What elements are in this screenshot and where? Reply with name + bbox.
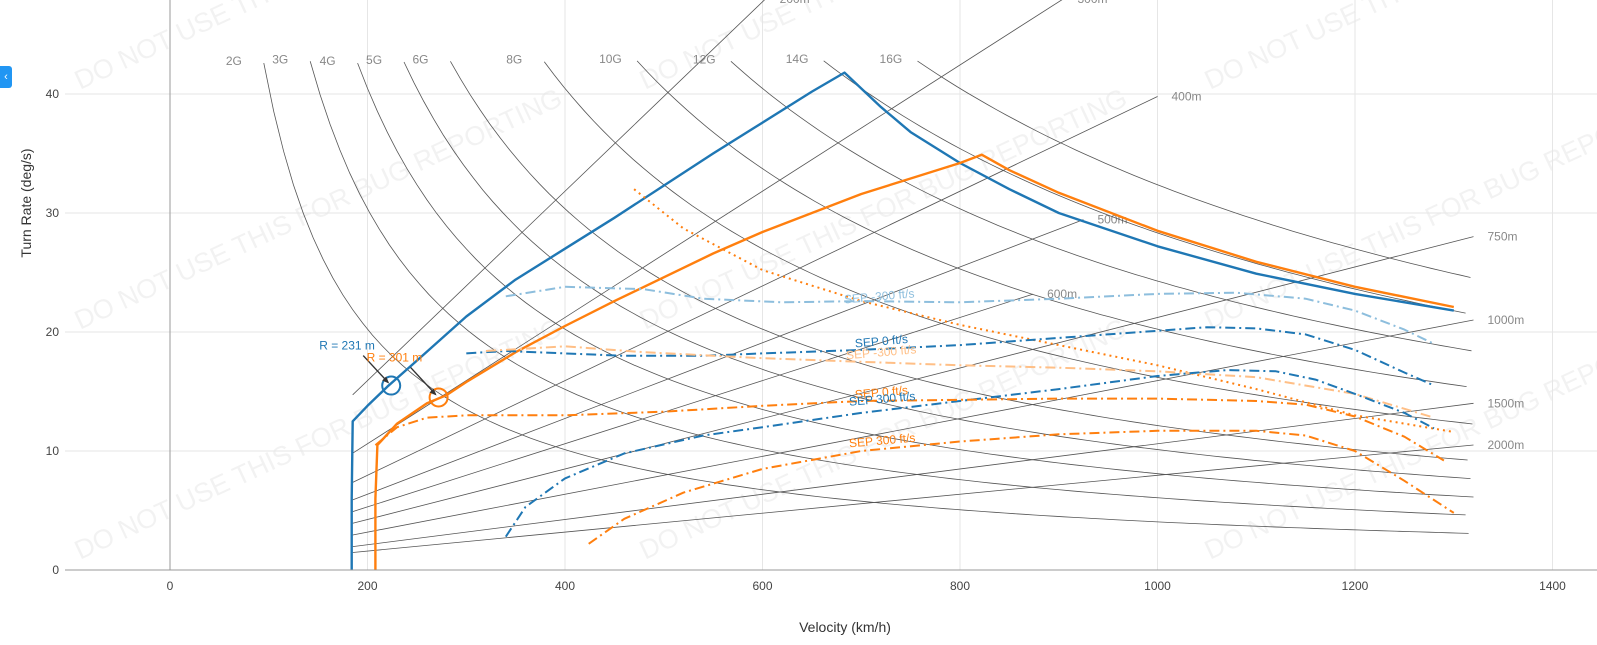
marker-label: R = 301 m	[367, 350, 423, 364]
radius-label: 200m	[780, 0, 810, 6]
g-label: 6G	[412, 52, 428, 66]
g-line	[357, 62, 1474, 498]
g-label: 4G	[320, 54, 336, 68]
radius-label: 1500m	[1488, 396, 1525, 410]
sep-label: SEP 300 ft/s	[848, 389, 915, 409]
g-line	[543, 61, 1473, 425]
sep-label: SEP 300 ft/s	[848, 431, 915, 451]
radius-line	[352, 319, 1474, 536]
g-line	[636, 60, 1467, 387]
sep-label: SEP -300 ft/s	[844, 286, 915, 306]
x-tick-label: 600	[752, 579, 772, 593]
radius-label: 750m	[1488, 230, 1518, 244]
y-tick-label: 10	[46, 444, 60, 458]
radius-line	[352, 293, 1034, 512]
series-line	[633, 188, 1454, 433]
y-tick-label: 40	[46, 87, 60, 101]
y-axis-title: Turn Rate (deg/s)	[18, 148, 34, 257]
radius-line	[352, 0, 1063, 454]
g-label: 2G	[226, 54, 242, 68]
watermark-text: DO NOT USE THIS FOR BUG REPORTING	[70, 0, 567, 95]
series-line	[374, 153, 1455, 570]
watermark-text: DO NOT USE THIS FOR BUG REPORTING	[1200, 0, 1597, 95]
series-line	[466, 326, 1435, 387]
x-tick-label: 0	[167, 579, 174, 593]
marker-arrowhead	[382, 376, 390, 384]
axes: 0 200 400 600 800 1000 1200 1400 0 10 20 30 40	[46, 0, 1597, 593]
radius-marker	[428, 387, 449, 408]
guide-lines: 200m300m400m500m600m750m1000m1500m2000m2…	[226, 0, 1525, 553]
series-layer	[350, 71, 1455, 570]
series-line	[588, 429, 1455, 545]
radius-line	[352, 0, 765, 396]
marker-arrow	[410, 366, 437, 395]
radius-line	[352, 219, 1084, 501]
g-label: 10G	[599, 52, 622, 66]
x-axis-title: Velocity (km/h)	[799, 619, 891, 635]
g-line	[730, 61, 1472, 352]
g-label: 8G	[506, 53, 522, 67]
watermark-text: DO NOT USE THIS FOR BUG REPORTING	[1200, 83, 1597, 336]
x-tick-label: 1000	[1144, 579, 1171, 593]
x-tick-label: 200	[357, 579, 377, 593]
series-line	[374, 397, 1445, 462]
g-line	[263, 63, 1469, 534]
g-label: 12G	[693, 52, 716, 66]
y-tick-label: 20	[46, 325, 60, 339]
x-tick-label: 1200	[1342, 579, 1369, 593]
series-line	[504, 369, 1435, 538]
radius-marker	[381, 375, 402, 396]
radius-label: 2000m	[1488, 438, 1525, 452]
g-line	[917, 60, 1471, 278]
sep-label: SEP 0 ft/s	[854, 383, 908, 402]
g-label: 3G	[272, 52, 288, 66]
g-line	[309, 61, 1466, 516]
series-line	[505, 285, 1435, 345]
radius-label: 1000m	[1488, 313, 1525, 327]
x-tick-label: 400	[555, 579, 575, 593]
marker-label: R = 231 m	[319, 339, 375, 353]
watermark-text: DO NOT USE THIS FOR BUG REPORTING	[635, 0, 1132, 95]
sep-label: SEP -300 ft/s	[845, 342, 916, 362]
g-label: 14G	[786, 52, 809, 66]
series-line	[350, 71, 1455, 570]
marker-arrowhead	[429, 388, 437, 396]
x-tick-label: 1400	[1539, 579, 1566, 593]
g-line	[823, 60, 1466, 314]
sep-label: SEP 0 ft/s	[854, 332, 908, 351]
radius-line	[352, 236, 1474, 524]
chevron-left-icon[interactable]: ‹	[0, 66, 12, 88]
radius-line	[352, 402, 1474, 548]
g-line	[403, 61, 1471, 479]
watermark-layer: DO NOT USE THIS FOR BUG REPORTING DO NOT …	[70, 0, 1597, 565]
y-tick-label: 0	[52, 563, 59, 577]
g-line	[450, 61, 1468, 461]
radius-label: 300m	[1077, 0, 1107, 6]
radius-label: 400m	[1172, 90, 1202, 104]
radius-line	[352, 96, 1158, 483]
radius-line	[352, 444, 1474, 553]
series-line	[485, 345, 1435, 419]
x-tick-label: 800	[950, 579, 970, 593]
marker-arrow	[362, 355, 389, 384]
g-label: 16G	[880, 52, 903, 66]
g-label: 5G	[366, 53, 382, 67]
y-tick-label: 30	[46, 206, 60, 220]
